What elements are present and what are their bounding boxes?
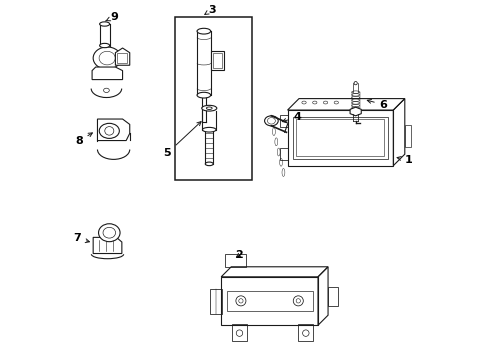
Bar [212,53,222,68]
Bar [404,126,410,147]
Ellipse shape [202,127,216,132]
Text: 6: 6 [366,99,387,110]
Text: 3: 3 [204,5,216,15]
Bar [117,53,127,63]
Bar [221,277,317,325]
Text: 7: 7 [73,233,89,243]
Ellipse shape [197,28,210,34]
Bar [296,120,384,156]
Bar [279,148,287,160]
Bar [293,117,387,159]
Polygon shape [115,48,129,65]
Ellipse shape [99,123,119,138]
Ellipse shape [93,47,121,69]
Bar [210,51,224,70]
Ellipse shape [197,92,210,98]
Text: 8: 8 [75,133,92,146]
Bar [279,116,287,127]
Ellipse shape [205,162,213,166]
Ellipse shape [103,88,109,93]
Bar [327,287,337,306]
Ellipse shape [100,22,109,26]
Bar [287,110,392,166]
Text: 9: 9 [105,12,119,22]
Ellipse shape [264,116,278,126]
Text: 5: 5 [163,122,201,158]
Bar [226,291,312,311]
Text: 2: 2 [235,250,243,260]
Polygon shape [349,107,361,116]
Ellipse shape [206,107,212,109]
Ellipse shape [99,224,120,242]
Bar [174,17,251,180]
Ellipse shape [202,105,216,111]
Bar [298,324,313,341]
Ellipse shape [353,82,357,85]
Text: 4: 4 [282,112,301,122]
Polygon shape [92,67,122,80]
Ellipse shape [100,43,109,48]
Bar [210,289,222,315]
Polygon shape [97,119,129,140]
Text: 1: 1 [396,155,412,165]
Polygon shape [93,237,122,253]
Bar [231,324,246,341]
